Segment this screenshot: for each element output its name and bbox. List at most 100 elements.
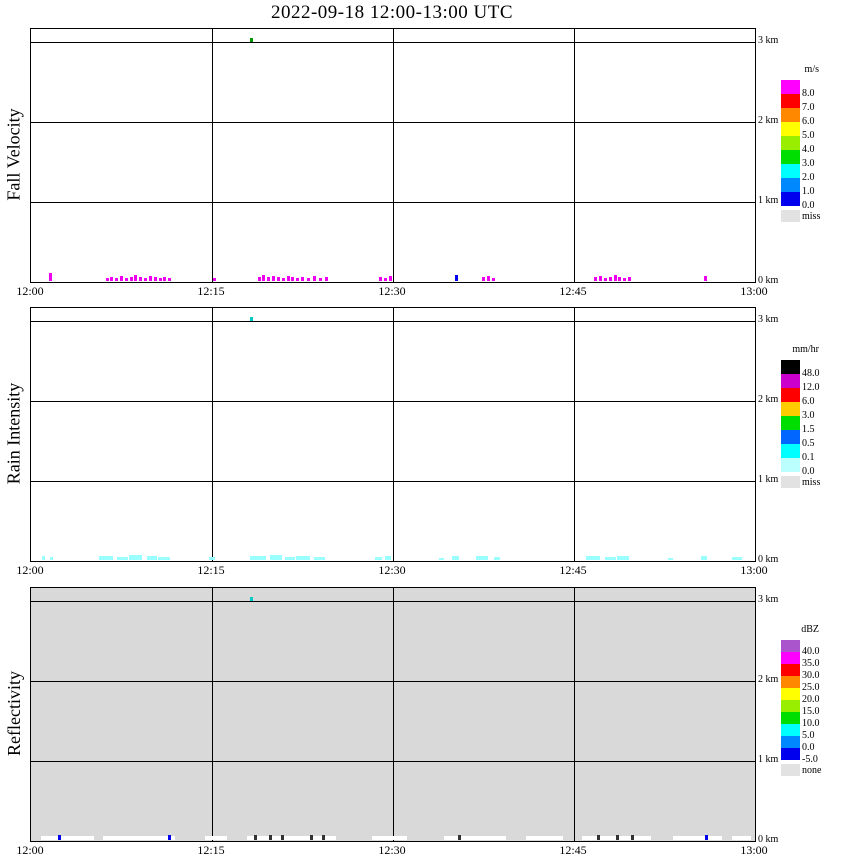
data-mark-surface-echo xyxy=(492,278,495,281)
data-mark-surface-echo xyxy=(384,278,387,281)
colorbar-segment xyxy=(781,444,800,458)
colorbar-segment xyxy=(781,736,800,748)
data-mark-surface-echo xyxy=(144,278,147,281)
height-tick-label: 1 km xyxy=(758,754,779,765)
data-mark-surface-echo xyxy=(314,557,325,560)
data-mark-surface-echo xyxy=(599,276,602,281)
colorbar-segment xyxy=(781,652,800,664)
chart-title: 2022-09-18 12:00-13:00 UTC xyxy=(270,2,514,23)
colorbar-segment xyxy=(781,664,800,676)
data-mark-surface-echo xyxy=(163,277,166,281)
data-mark-surface-echo xyxy=(270,555,282,560)
x-tick-label: 12:30 xyxy=(378,563,406,577)
colorbar-segment xyxy=(781,748,800,760)
data-mark-surface-segment xyxy=(526,836,563,840)
data-mark-surface-echo xyxy=(209,557,215,560)
gridline-vertical xyxy=(393,588,394,841)
data-mark-surface-echo xyxy=(282,278,285,281)
data-mark-surface-tick xyxy=(631,835,634,840)
data-mark-surface-echo xyxy=(307,278,310,281)
colorbar-segment xyxy=(781,676,800,688)
data-mark-surface-echo xyxy=(452,556,459,560)
x-tick-label: 12:00 xyxy=(16,284,44,298)
data-mark-aloft-echo xyxy=(250,317,253,321)
data-mark-surface-echo xyxy=(285,557,295,560)
data-mark-surface-echo xyxy=(117,557,128,560)
time-labels-reflectivity: 12:00 12:15 12:30 12:45 13:00 xyxy=(16,843,767,859)
data-mark-surface-echo xyxy=(494,557,500,560)
colorbar-segment xyxy=(781,402,800,416)
colorbar-segment xyxy=(781,360,800,374)
colorbar-unit-label: dBZ xyxy=(801,624,819,635)
data-mark-surface-echo xyxy=(313,276,316,281)
colorbar-value-label: 2.0 xyxy=(802,172,815,183)
data-mark-surface-echo xyxy=(482,277,485,281)
x-tick-label: 13:00 xyxy=(740,843,768,857)
colorbar-segment xyxy=(781,640,800,652)
colorbar-value-label: 0.5 xyxy=(802,438,815,449)
data-mark-surface-echo xyxy=(389,276,392,281)
data-mark-surface-tick xyxy=(458,835,461,840)
colorbar-unit-label: mm/hr xyxy=(792,344,819,355)
gridline-vertical xyxy=(393,29,394,282)
data-mark-surface-tick xyxy=(310,835,313,840)
colorbar-value-label: 6.0 xyxy=(802,396,815,407)
colorbar-nodata-swatch xyxy=(781,764,800,776)
colorbar-segment xyxy=(781,136,800,150)
data-mark-surface-echo xyxy=(147,556,157,560)
data-mark-surface-echo xyxy=(296,556,310,560)
data-mark-surface-echo xyxy=(50,557,53,560)
y-axis-title-text: Reflectivity xyxy=(3,671,24,756)
data-mark-surface-echo xyxy=(42,556,45,560)
height-tick-label: 0 km xyxy=(758,554,779,565)
colorbar-segment xyxy=(781,374,800,388)
colorbar-segment xyxy=(781,192,800,206)
colorbar-segment xyxy=(781,80,800,94)
colorbar-value-label: 7.0 xyxy=(802,102,815,113)
height-labels-rain-intensity: 0 km 1 km 2 km 3 km xyxy=(756,307,802,565)
data-mark-surface-echo xyxy=(258,277,261,281)
data-mark-aloft-echo xyxy=(250,38,253,42)
plot-reflectivity xyxy=(30,587,756,842)
data-mark-surface-echo xyxy=(267,277,270,281)
x-tick-label: 12:45 xyxy=(559,563,587,577)
data-mark-surface-segment xyxy=(732,836,751,840)
x-tick-label: 12:30 xyxy=(378,284,406,298)
colorbar-value-label: 35.0 xyxy=(802,658,820,669)
height-tick-label: 1 km xyxy=(758,474,779,485)
data-mark-surface-echo xyxy=(628,277,631,281)
x-tick-label: 12:15 xyxy=(197,563,225,577)
colorbar-value-label: 3.0 xyxy=(802,410,815,421)
colorbar-segment xyxy=(781,178,800,192)
data-mark-surface-echo xyxy=(120,276,123,281)
data-mark-surface-echo xyxy=(129,555,142,560)
colorbar-value-label: 6.0 xyxy=(802,116,815,127)
data-mark-surface-echo xyxy=(154,277,157,281)
data-mark-surface-echo xyxy=(213,278,216,281)
data-mark-surface-echo xyxy=(287,276,290,281)
data-mark-surface-echo xyxy=(168,278,171,281)
data-mark-surface-echo xyxy=(487,276,490,281)
plot-rain-intensity xyxy=(30,307,756,562)
data-mark-surface-segment xyxy=(444,836,506,840)
colorbar-value-label: 0.0 xyxy=(802,742,815,753)
x-tick-label: 12:45 xyxy=(559,843,587,857)
data-mark-surface-segment xyxy=(372,836,407,840)
colorbar-segment xyxy=(781,108,800,122)
data-mark-surface-echo xyxy=(130,277,133,281)
height-tick-label: 2 km xyxy=(758,394,779,405)
data-mark-surface-echo xyxy=(609,277,612,281)
colorbar-segment xyxy=(781,712,800,724)
data-mark-surface-tick xyxy=(168,835,171,840)
colorbar-segment xyxy=(781,430,800,444)
data-mark-surface-tick xyxy=(705,835,708,840)
data-mark-surface-echo xyxy=(701,556,707,560)
colorbar-nodata-swatch xyxy=(781,476,800,488)
data-mark-surface-echo xyxy=(668,558,673,560)
colorbar-nodata-swatch xyxy=(781,210,800,222)
data-mark-surface-echo xyxy=(106,278,109,281)
data-mark-surface-echo xyxy=(149,276,152,281)
data-mark-surface-echo xyxy=(594,277,597,281)
data-mark-surface-echo xyxy=(125,278,128,281)
